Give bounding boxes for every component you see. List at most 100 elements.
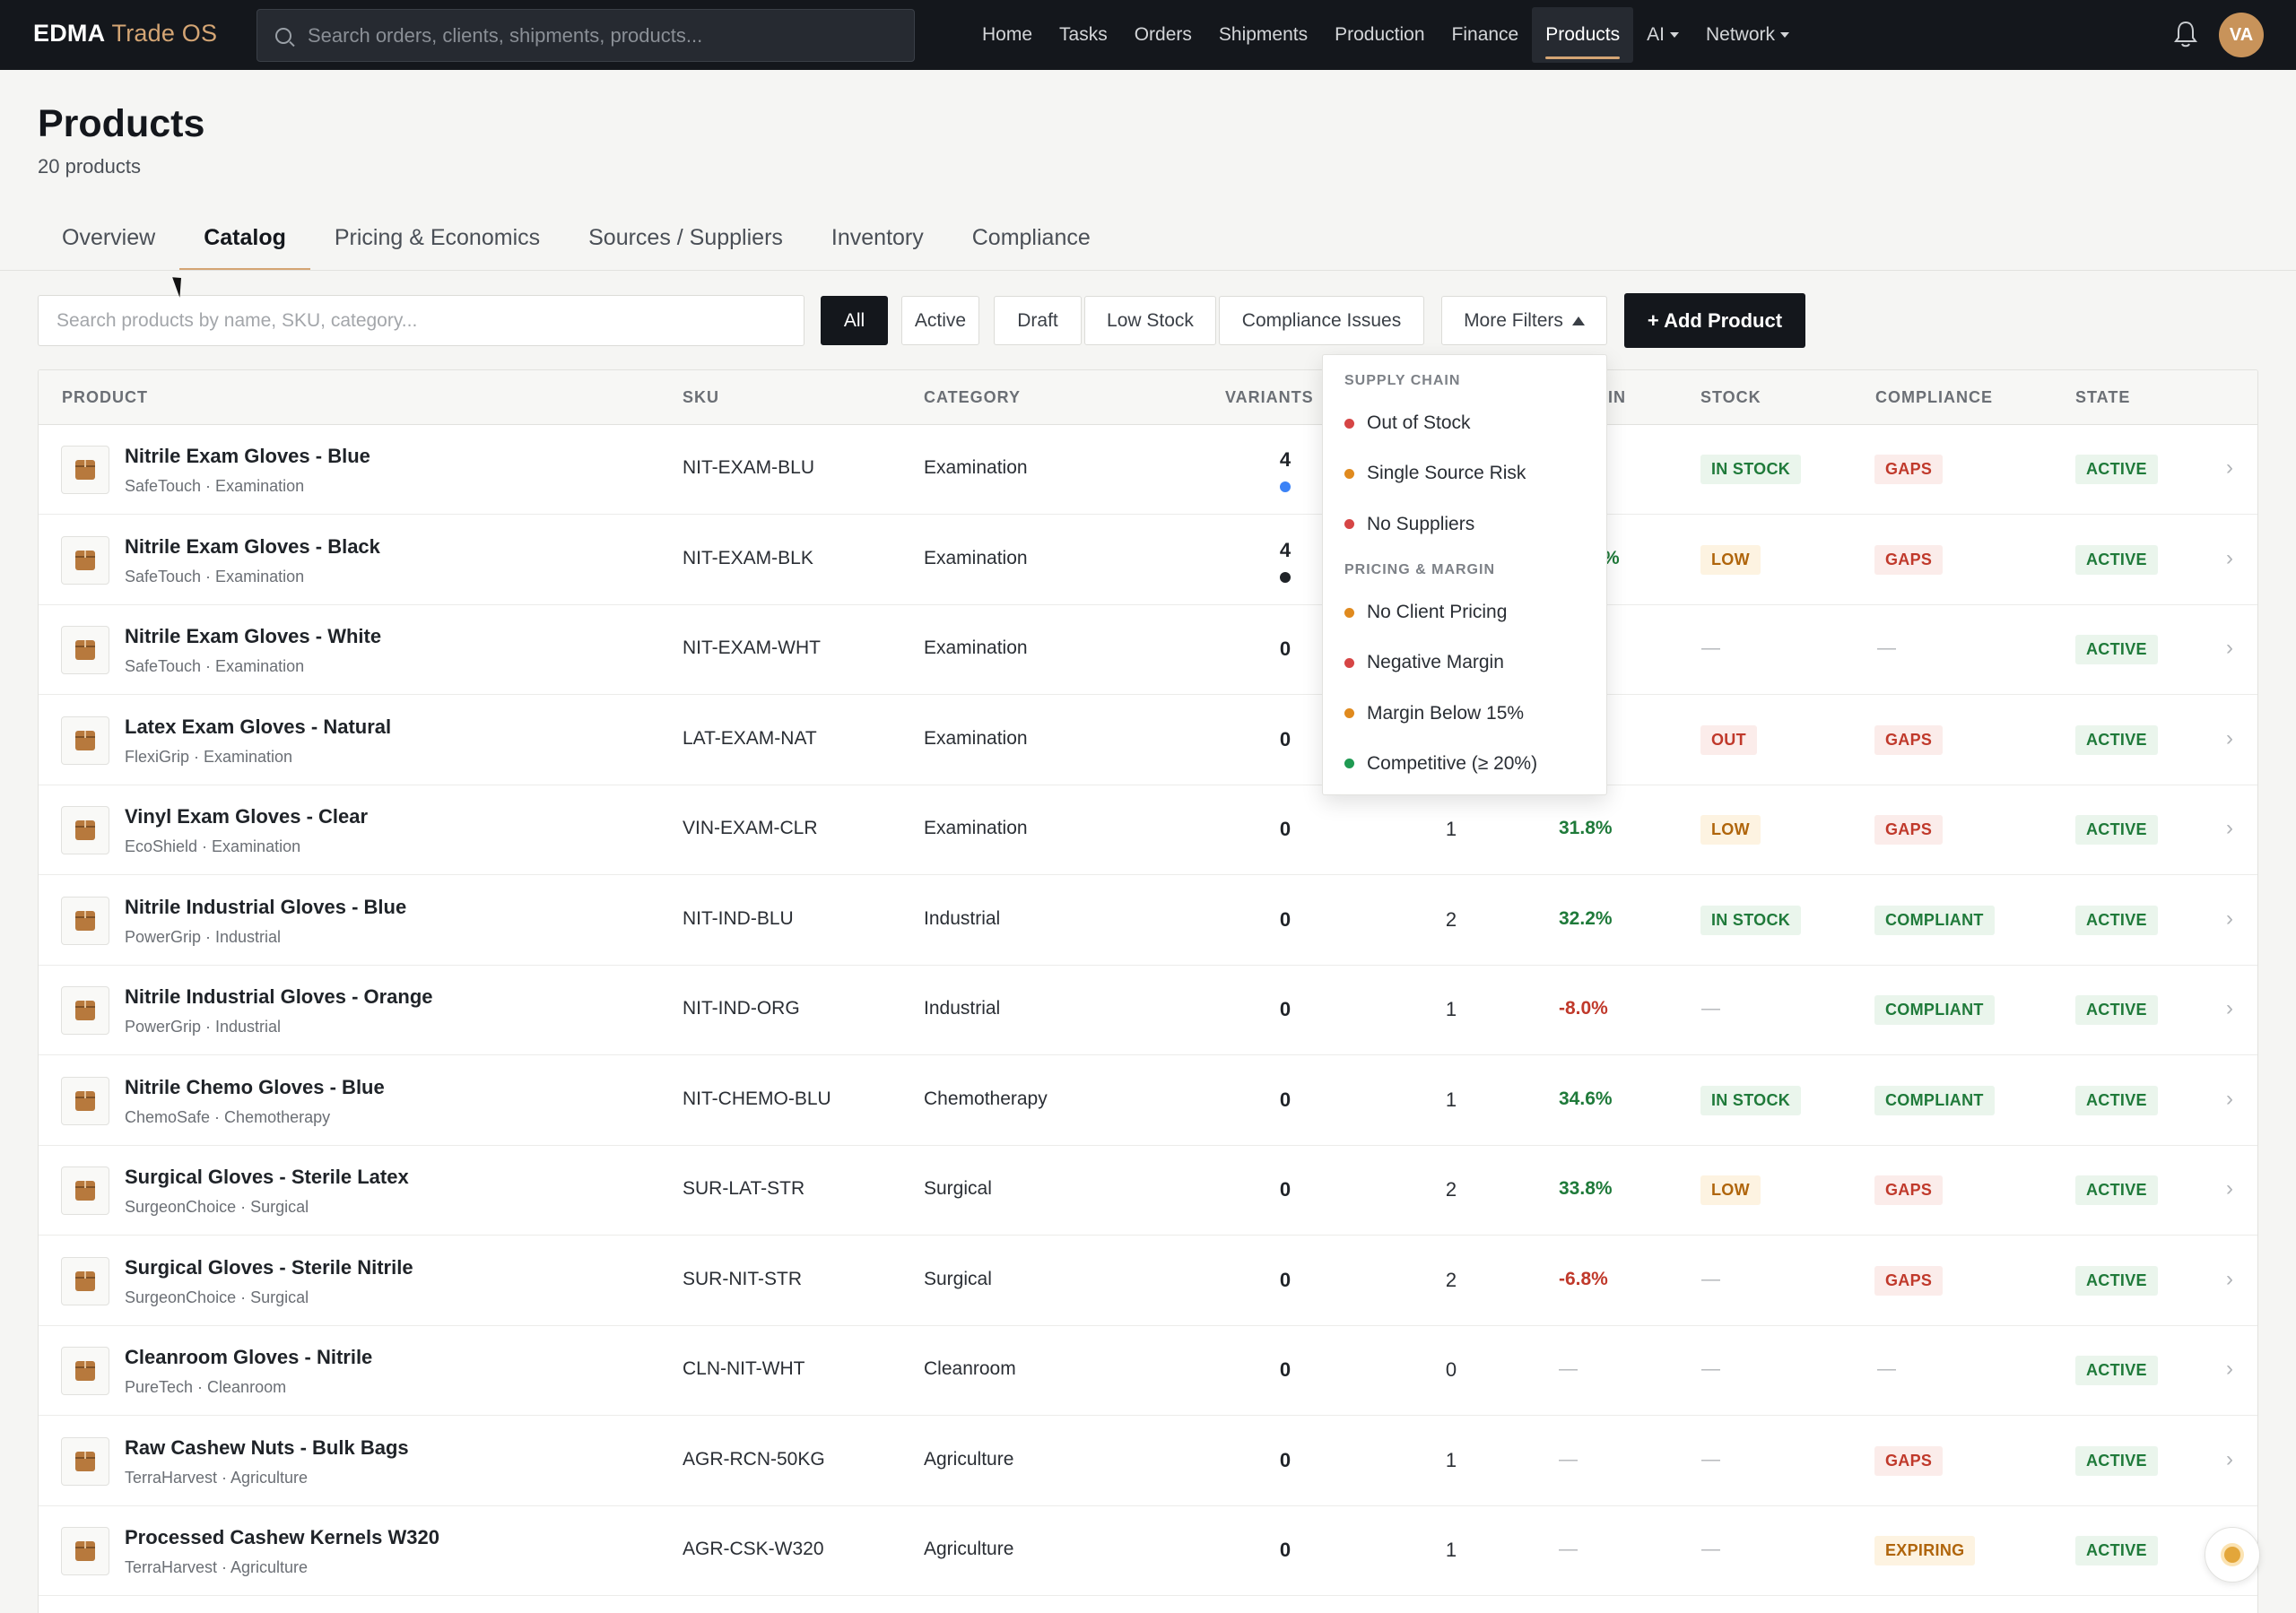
nav-item-tasks[interactable]: Tasks (1046, 7, 1121, 63)
chevron-right-icon[interactable]: › (2226, 816, 2233, 840)
chevron-right-icon[interactable]: › (2226, 1086, 2233, 1111)
more-filters-dropdown: SUPPLY CHAIN Out of Stock Single Source R… (1322, 354, 1607, 795)
chevron-right-icon[interactable]: › (2226, 636, 2233, 660)
chevron-right-icon[interactable]: › (2226, 1176, 2233, 1201)
table-row[interactable]: Surgical Gloves - Sterile Latex SurgeonCh… (39, 1146, 2257, 1236)
product-name[interactable]: Nitrile Industrial Gloves - Orange (125, 985, 433, 1008)
col-compliance[interactable]: COMPLIANCE (1875, 388, 1993, 406)
tab-sources-suppliers[interactable]: Sources / Suppliers (588, 224, 783, 250)
compliance-empty: — (1877, 637, 1896, 658)
stock-empty: — (1701, 1358, 1720, 1379)
product-brand: TerraHarvest · Agriculture (125, 1558, 309, 1576)
filter-chip-active[interactable]: Active (901, 296, 979, 345)
nav-item-home[interactable]: Home (969, 7, 1046, 63)
chevron-right-icon[interactable]: › (2226, 545, 2233, 570)
tab-overview[interactable]: Overview (62, 224, 156, 250)
product-name[interactable]: Latex Exam Gloves - Natural (125, 715, 392, 738)
stock-badge: LOW (1700, 815, 1761, 845)
global-search-input[interactable] (308, 23, 891, 48)
table-row[interactable]: Processed Cashew Kernels W320 TerraHarves… (39, 1506, 2257, 1596)
product-brand: PureTech · Cleanroom (125, 1378, 287, 1396)
compliance-badge: COMPLIANT (1874, 995, 1995, 1025)
nav-item-network[interactable]: Network (1692, 7, 1803, 63)
product-name[interactable]: Raw Cashew Nuts - Bulk Bags (125, 1435, 409, 1459)
nav-item-label: Shipments (1218, 24, 1309, 45)
chevron-right-icon[interactable]: › (2226, 455, 2233, 480)
variant-count: 0 (1279, 1178, 1292, 1201)
product-name[interactable]: Nitrile Industrial Gloves - Blue (125, 895, 407, 918)
table-row[interactable]: Nitrile Exam Gloves - White SafeTouch · E… (39, 605, 2257, 695)
brand-logo[interactable]: EDMA Trade OS (33, 20, 217, 48)
table-row[interactable]: Nitrile Industrial Gloves - Blue PowerGri… (39, 876, 2257, 966)
filter-chip-all[interactable]: All (821, 296, 888, 345)
variant-dot (1280, 481, 1291, 492)
product-thumbnail (61, 1527, 109, 1575)
nav-item-ai[interactable]: AI (1633, 7, 1692, 63)
state-badge: ACTIVE (2075, 455, 2158, 484)
table-row[interactable]: Nitrile Exam Gloves - Blue SafeTouch · Ex… (39, 425, 2257, 515)
chevron-right-icon[interactable]: › (2226, 1266, 2233, 1291)
product-name[interactable]: Nitrile Exam Gloves - White (125, 625, 382, 647)
table-row[interactable]: Nitrile Chemo Gloves - Blue ChemoSafe · C… (39, 1056, 2257, 1146)
nav-item-shipments[interactable]: Shipments (1205, 7, 1321, 63)
col-margin[interactable]: IN (1608, 388, 1626, 406)
product-name[interactable]: Nitrile Exam Gloves - Blue (125, 445, 370, 467)
status-dot-icon (1344, 468, 1354, 479)
product-name[interactable]: Nitrile Exam Gloves - Black (125, 534, 380, 558)
add-product-button[interactable]: + Add Product (1624, 293, 1805, 348)
product-sku: NIT-IND-BLU (683, 907, 794, 929)
product-name[interactable]: Vinyl Exam Gloves - Clear (125, 805, 369, 828)
col-variants[interactable]: VARIANTS (1225, 388, 1314, 406)
product-name[interactable]: Processed Cashew Kernels W320 (125, 1526, 439, 1548)
tab-compliance[interactable]: Compliance (971, 224, 1091, 250)
chevron-right-icon[interactable]: › (2226, 906, 2233, 931)
box-icon (75, 1541, 95, 1561)
filter-option-competitive-20[interactable]: Competitive (≥ 20%) (1344, 749, 1537, 779)
col-state[interactable]: STATE (2075, 388, 2131, 406)
variant-count: 0 (1279, 727, 1292, 750)
theme-toggle-button[interactable] (2205, 1527, 2260, 1583)
table-row[interactable]: Latex Exam Gloves - Natural FlexiGrip · E… (39, 696, 2257, 785)
more-filters-button[interactable]: More Filters (1441, 296, 1607, 345)
chevron-right-icon[interactable]: › (2226, 725, 2233, 750)
filter-option-no-suppliers[interactable]: No Suppliers (1344, 509, 1474, 540)
product-search-input[interactable] (38, 295, 804, 346)
bell-icon[interactable] (2173, 20, 2198, 48)
table-row[interactable]: Vinyl Exam Gloves - Clear EcoShield · Exa… (39, 785, 2257, 875)
supplier-count: 1 (1445, 1448, 1457, 1471)
tab-catalog[interactable]: Catalog (179, 204, 310, 271)
tab-inventory[interactable]: Inventory (831, 224, 924, 250)
filter-chip-compliance-issues[interactable]: Compliance Issues (1219, 296, 1424, 345)
product-sku: NIT-IND-ORG (683, 998, 800, 1019)
tab-pricing-economics[interactable]: Pricing & Economics (334, 224, 541, 250)
nav-item-finance[interactable]: Finance (1439, 7, 1533, 63)
nav-item-orders[interactable]: Orders (1121, 7, 1205, 63)
nav-item-production[interactable]: Production (1321, 7, 1438, 63)
table-row[interactable]: Nitrile Exam Gloves - Black SafeTouch · E… (39, 516, 2257, 605)
table-row[interactable]: Raw Cashew Nuts - Bulk Bags TerraHarvest … (39, 1417, 2257, 1506)
product-name[interactable]: Nitrile Chemo Gloves - Blue (125, 1075, 385, 1098)
col-product[interactable]: PRODUCT (62, 388, 148, 406)
filter-option-out-of-stock[interactable]: Out of Stock (1344, 408, 1471, 438)
table-row[interactable]: Surgical Gloves - Sterile Nitrile Surgeon… (39, 1236, 2257, 1326)
nav-item-products[interactable]: Products (1532, 7, 1634, 63)
user-avatar[interactable]: VA (2219, 13, 2264, 57)
filter-option-no-client-pricing[interactable]: No Client Pricing (1344, 597, 1507, 628)
product-name[interactable]: Cleanroom Gloves - Nitrile (125, 1346, 373, 1368)
col-category[interactable]: CATEGORY (924, 388, 1022, 406)
filter-chip-low-stock[interactable]: Low Stock (1084, 296, 1216, 345)
table-row[interactable]: Cleanroom Gloves - Nitrile PureTech · Cle… (39, 1326, 2257, 1416)
col-sku[interactable]: SKU (683, 388, 720, 406)
filter-option-single-source-risk[interactable]: Single Source Risk (1344, 458, 1526, 489)
table-row[interactable]: Nitrile Industrial Gloves - Orange PowerG… (39, 966, 2257, 1055)
product-name[interactable]: Surgical Gloves - Sterile Nitrile (125, 1255, 413, 1279)
chevron-right-icon[interactable]: › (2226, 1357, 2233, 1381)
col-stock[interactable]: STOCK (1700, 388, 1761, 406)
product-name[interactable]: Surgical Gloves - Sterile Latex (125, 1166, 409, 1188)
chevron-right-icon[interactable]: › (2226, 996, 2233, 1020)
filter-chip-draft[interactable]: Draft (994, 296, 1082, 345)
chevron-right-icon[interactable]: › (2226, 1446, 2233, 1471)
filter-option-negative-margin[interactable]: Negative Margin (1344, 647, 1504, 678)
filter-option-margin-below-15[interactable]: Margin Below 15% (1344, 698, 1524, 729)
global-search[interactable] (257, 9, 915, 62)
